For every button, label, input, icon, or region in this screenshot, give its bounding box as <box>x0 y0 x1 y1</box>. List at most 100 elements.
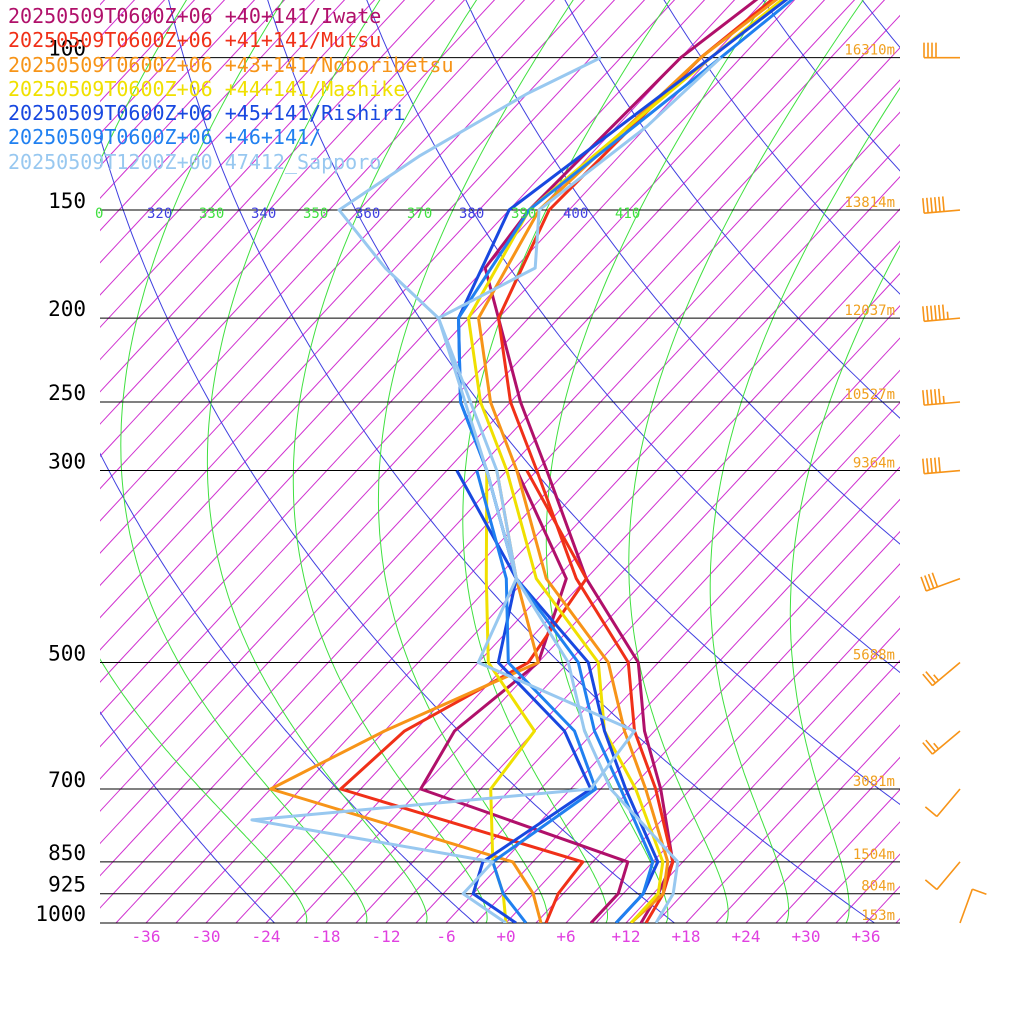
theta-label: 320 <box>147 206 172 222</box>
wind-barb-staff <box>936 861 961 891</box>
isotherm-line <box>100 0 796 748</box>
temperature-tick-label: +0 <box>496 927 515 946</box>
theta-label: 350 <box>303 206 328 222</box>
isotherm-line <box>100 0 406 329</box>
isotherm-line <box>205 176 900 923</box>
wind-barb-flag <box>930 197 933 213</box>
legend: 20250509T0600Z+06 +40+141/Iwate 20250509T… <box>8 4 454 174</box>
isotherm-line <box>145 111 900 923</box>
isotherm-line <box>100 0 646 587</box>
temperature-tick-label: -24 <box>252 927 281 946</box>
dry-adiabat <box>366 0 900 674</box>
wind-barb-staff <box>924 209 961 214</box>
height-label: 3081m <box>853 774 895 790</box>
height-label: 804m <box>861 879 895 895</box>
isobar-lines <box>100 57 900 924</box>
temperature-profile <box>457 0 789 923</box>
wind-barb <box>923 42 960 59</box>
pressure-tick-label: 500 <box>48 642 86 666</box>
wind-barb-staff <box>925 577 961 592</box>
theta-label: 340 <box>251 206 276 222</box>
isotherm-line <box>100 0 856 812</box>
legend-item: 20250509T1200Z+00 47412_Sapporo <box>8 149 382 174</box>
dewpoint-profile <box>455 469 593 923</box>
wind-barb <box>924 861 961 891</box>
sounding-profiles <box>250 0 794 923</box>
dry-adiabat <box>465 0 900 545</box>
theta-label: 400 <box>563 206 588 222</box>
isotherm-line <box>265 240 900 923</box>
wind-barb-staff <box>924 401 961 406</box>
moist-adiabat <box>206 0 428 923</box>
wind-barb <box>922 730 961 755</box>
isotherm-line <box>445 434 900 923</box>
moist-adiabat <box>100 0 308 923</box>
isotherm-line <box>926 0 1024 923</box>
wind-barb-flag <box>922 673 934 687</box>
temperature-profile <box>497 0 774 923</box>
isotherm-line <box>100 0 346 264</box>
axis-labels: 100 150 200 250 300 500 700 850 925 1000 16310m 138… <box>35 37 895 946</box>
dry-adiabat <box>100 452 475 923</box>
moist-adiabat <box>545 0 768 923</box>
pressure-tick-label: 200 <box>48 297 86 321</box>
wind-barb <box>922 304 961 323</box>
wind-barb-flag <box>922 742 934 755</box>
wind-barb-staff <box>959 888 974 924</box>
dry-adiabat <box>663 0 900 295</box>
moist-adiabat <box>628 0 864 923</box>
wind-barb-half <box>946 311 949 320</box>
temperature-tick-label: -12 <box>372 927 401 946</box>
wind-barb-flag <box>933 457 937 473</box>
isotherm-line <box>100 0 436 361</box>
temperature-tick-label: -36 <box>132 927 161 946</box>
wind-barb-flag <box>926 305 929 321</box>
wind-barb <box>922 388 961 406</box>
isotherm-lines <box>100 0 1024 923</box>
theta-label: 360 <box>355 206 380 222</box>
height-label: 153m <box>861 908 895 924</box>
temperature-tick-label: -6 <box>436 927 455 946</box>
wind-barb-flag <box>924 879 938 891</box>
isotherm-line <box>100 0 526 458</box>
moist-adiabat-lines <box>100 0 900 923</box>
wind-barb-staff <box>924 469 961 475</box>
isotherm-line <box>100 0 256 167</box>
isotherm-line <box>685 692 900 923</box>
moist-adiabat <box>789 244 900 923</box>
isotherm-line <box>100 0 376 296</box>
dry-adiabat <box>901 0 1024 923</box>
wind-barb-half <box>933 742 940 750</box>
temperature-tick-label: -30 <box>192 927 221 946</box>
temperature-tick-label: +30 <box>792 927 821 946</box>
pressure-tick-label: 1000 <box>35 902 86 926</box>
height-label: 13814m <box>844 195 895 211</box>
wind-barb-flag <box>937 388 941 404</box>
height-label: 10527m <box>844 387 895 403</box>
wind-barb-staff <box>936 788 961 818</box>
theta-label: 390 <box>511 206 536 222</box>
pressure-tick-label: 925 <box>48 873 86 897</box>
isotherm-line <box>100 0 886 845</box>
isotherm-line <box>115 79 900 923</box>
height-label: 1504m <box>853 847 895 863</box>
isotherm-line <box>100 0 736 683</box>
wind-barb-flag <box>922 458 925 474</box>
legend-item: 20250509T0600Z+06 +41+141/Mutsu <box>8 28 382 53</box>
isotherm-line <box>100 0 466 393</box>
pressure-tick-label: 850 <box>48 841 86 865</box>
isotherm-line <box>100 0 616 554</box>
wind-barb <box>924 788 961 818</box>
isotherm-line <box>715 724 900 923</box>
isotherm-line <box>415 401 900 923</box>
wind-barb-half <box>933 674 940 682</box>
wind-barb-flag <box>931 572 939 588</box>
pressure-tick-label: 700 <box>48 768 86 792</box>
height-label: 12037m <box>844 303 895 319</box>
wind-barb-flag <box>941 304 945 320</box>
legend-item: 20250509T0600Z+06 +46+141/ <box>8 125 322 150</box>
wind-barb-flag <box>937 304 941 320</box>
wind-barb-staff <box>931 661 961 687</box>
wind-barb-flag <box>937 457 941 473</box>
